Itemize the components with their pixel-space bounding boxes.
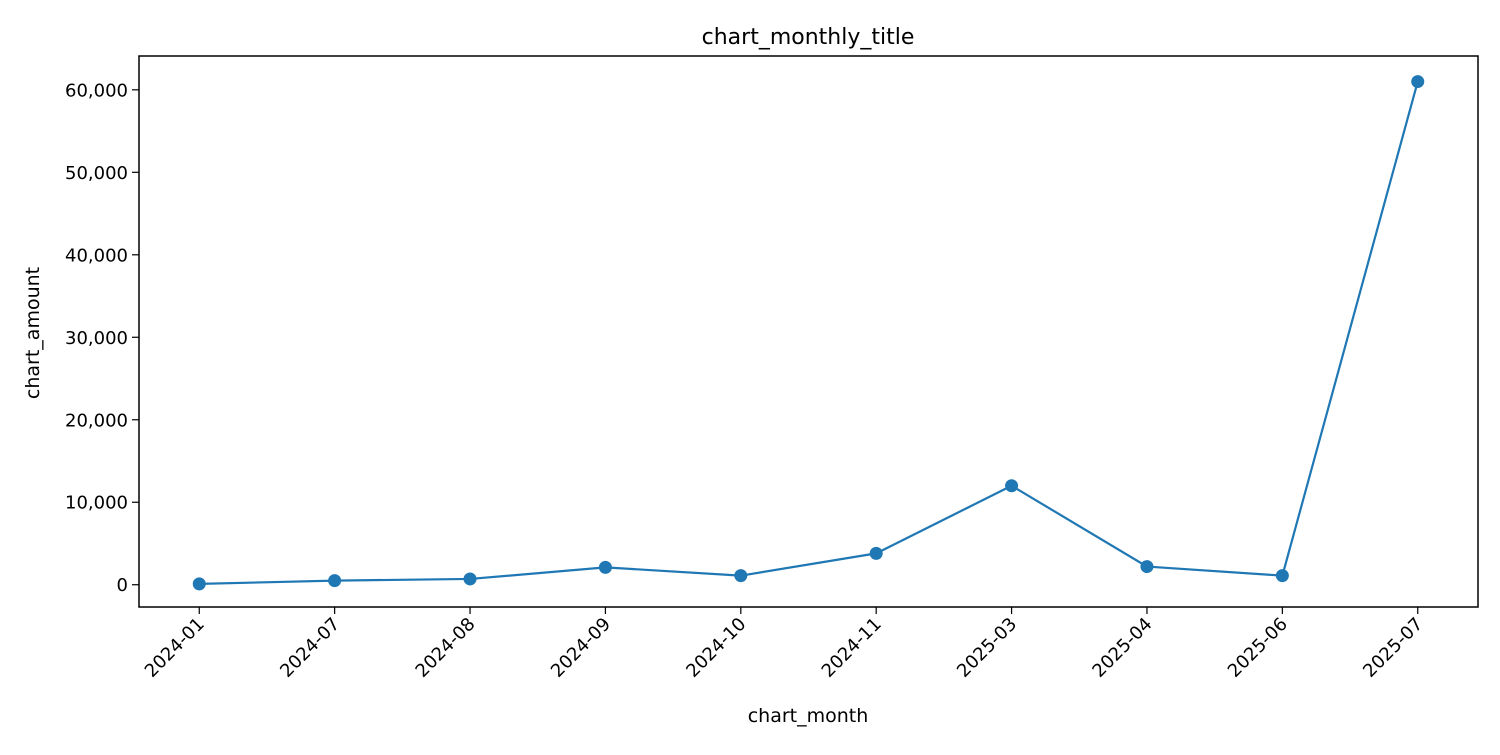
- plot-area: [192, 75, 1425, 591]
- data-point-2025-07: [1411, 75, 1425, 89]
- series-line: [199, 81, 1419, 586]
- y-tick-label: 10,000: [65, 493, 128, 514]
- y-tick-label: 50,000: [65, 163, 128, 184]
- chart-title: chart_monthly_title: [702, 25, 915, 50]
- y-tick-label: 30,000: [65, 328, 128, 349]
- y-tick-label: 60,000: [65, 80, 128, 101]
- y-tick-label: 40,000: [65, 245, 128, 266]
- y-axis-label: chart_amount: [22, 267, 44, 399]
- data-point-2025-04: [1140, 560, 1154, 574]
- data-point-2024-11: [869, 546, 883, 560]
- data-point-2025-06: [1275, 569, 1289, 583]
- data-point-2024-10: [734, 569, 748, 583]
- y-tick-label: 20,000: [65, 410, 128, 431]
- data-point-2024-08: [463, 572, 477, 586]
- y-axis: 0 10,000 20,000 30,000 40,000 50,000 60,000: [65, 80, 139, 596]
- y-tick-label: 0: [117, 575, 128, 596]
- x-axis-label: chart_month: [748, 705, 869, 727]
- data-point-2024-07: [328, 574, 342, 588]
- data-point-2025-03: [1005, 479, 1019, 493]
- data-point-2024-01: [192, 577, 206, 591]
- axes-frame: [138, 55, 1479, 608]
- data-point-2024-09: [598, 560, 612, 574]
